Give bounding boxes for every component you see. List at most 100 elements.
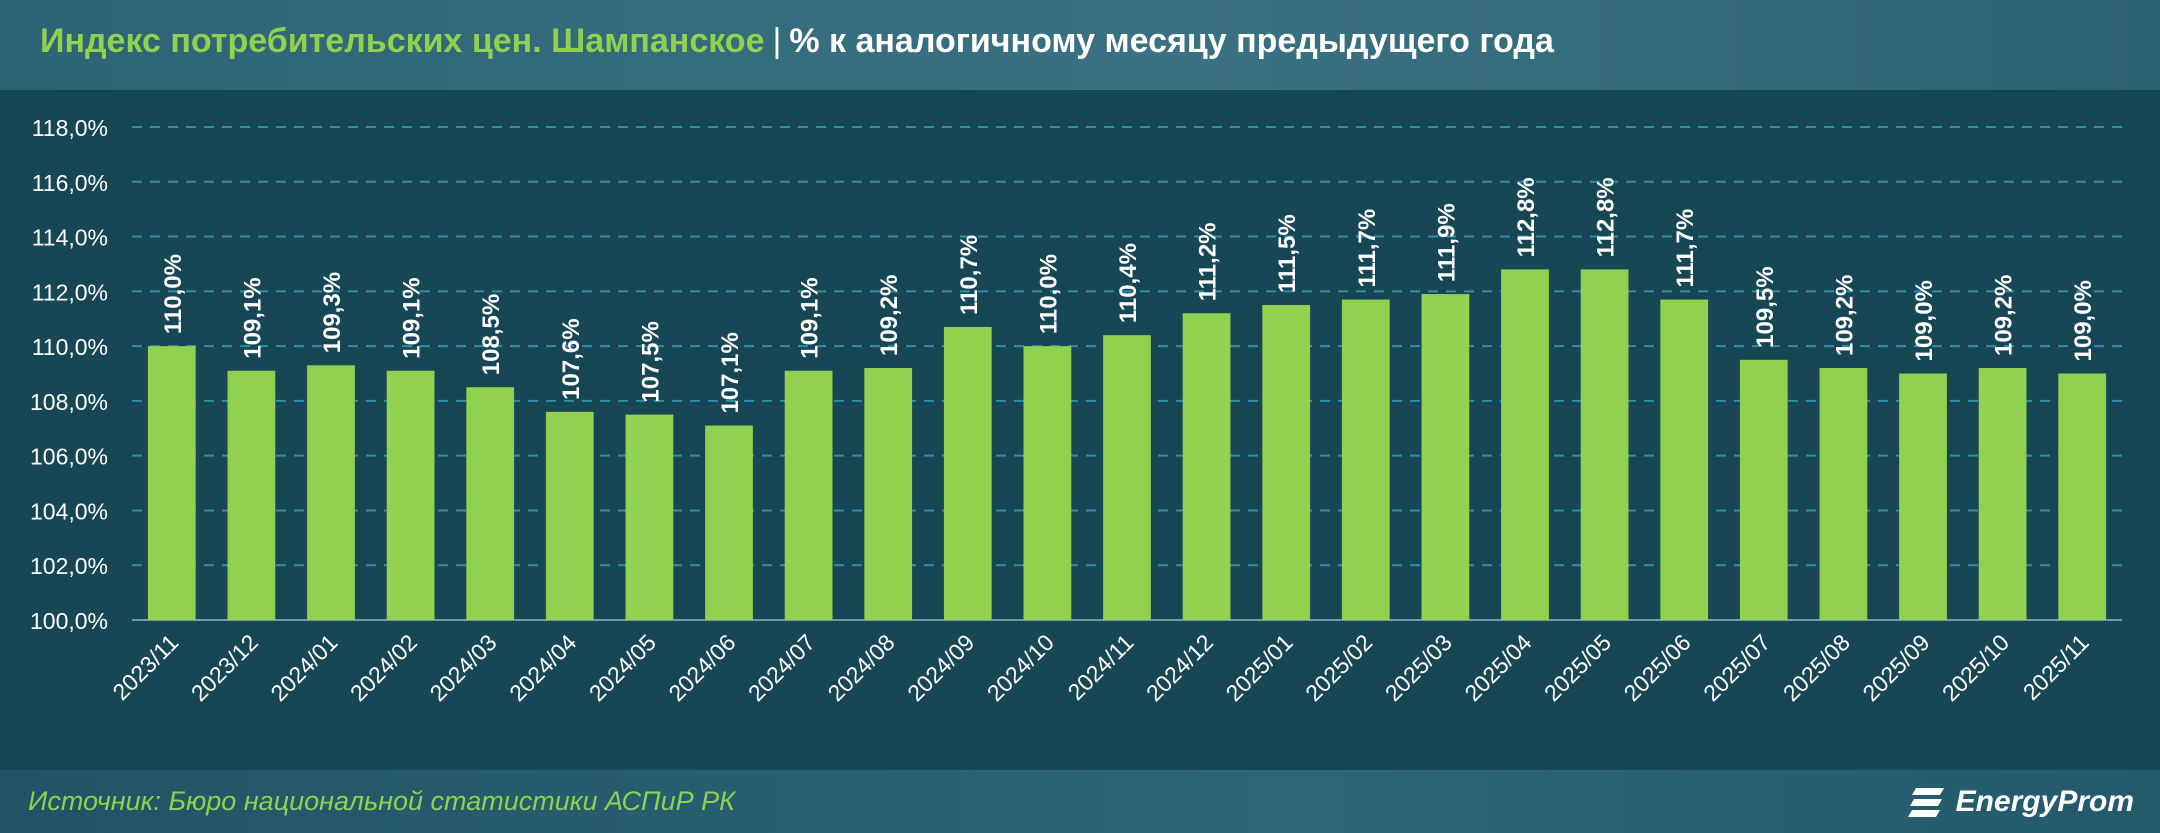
bar <box>1660 299 1709 620</box>
x-axis-ticks: 2023/11 2023/12 2024/01 2024/02 2024/03 2024/… <box>107 629 2093 706</box>
bar <box>2058 373 2107 620</box>
bar <box>705 425 753 620</box>
x-tick-label: 2024/02 <box>345 629 422 706</box>
plot-area: 100,0% 102,0% 104,0% 106,0% 108,0% 110,0% 112,… <box>0 90 2160 770</box>
bar <box>1421 294 1470 620</box>
x-tick-label: 2024/10 <box>982 629 1059 706</box>
bar <box>1262 305 1311 620</box>
data-label: 107,6% <box>558 318 585 399</box>
bar <box>1023 346 1072 620</box>
data-label: 109,2% <box>876 275 903 356</box>
data-label: 111,5% <box>1274 214 1301 293</box>
data-label: 112,8% <box>1513 177 1540 257</box>
bar <box>227 370 276 620</box>
x-tick-label: 2024/09 <box>902 629 979 706</box>
data-label: 110,7% <box>956 235 983 315</box>
y-tick-label: 116,0% <box>32 170 108 196</box>
title-main: Индекс потребительских цен. Шампанское <box>40 22 765 60</box>
x-tick-label: 2025/11 <box>2018 629 2094 705</box>
y-tick-label: 118,0% <box>32 115 108 141</box>
bar <box>307 365 355 620</box>
y-axis-ticks: 100,0% 102,0% 104,0% 106,0% 108,0% 110,0% 112,… <box>30 115 108 634</box>
bar <box>1341 299 1390 620</box>
bar <box>1501 269 1549 620</box>
energyprom-logo-icon <box>1907 788 1944 817</box>
data-label: 110,4% <box>1115 243 1142 323</box>
x-tick-label: 2025/02 <box>1300 629 1377 706</box>
x-tick-label: 2025/01 <box>1221 629 1298 706</box>
bar <box>545 411 594 620</box>
bar <box>864 368 913 620</box>
y-tick-label: 106,0% <box>30 444 108 470</box>
bar <box>1580 269 1629 620</box>
data-label: 107,1% <box>717 332 744 413</box>
x-tick-label: 2025/09 <box>1857 629 1934 706</box>
x-tick-label: 2024/01 <box>265 629 342 706</box>
x-tick-label: 2024/07 <box>743 629 820 706</box>
bar <box>625 414 674 620</box>
x-tick-label: 2024/06 <box>663 629 740 706</box>
data-label: 110,0% <box>1035 254 1062 334</box>
x-tick-label: 2025/04 <box>1459 629 1536 706</box>
title-subtitle: % к аналогичному месяцу предыдущего года <box>789 22 1554 60</box>
bar <box>466 387 515 620</box>
bar <box>386 370 435 620</box>
data-label: 111,9% <box>1433 203 1460 282</box>
x-tick-label: 2024/11 <box>1063 629 1139 705</box>
bar <box>1182 313 1231 620</box>
bar <box>1978 368 2027 620</box>
y-tick-label: 112,0% <box>32 279 108 305</box>
x-tick-label: 2025/07 <box>1698 629 1775 706</box>
data-label: 109,0% <box>1911 280 1938 361</box>
x-tick-label: 2023/11 <box>107 629 183 705</box>
header-bar: Индекс потребительских цен. Шампанское |%… <box>0 0 2160 90</box>
bars <box>147 269 2107 620</box>
bar <box>1899 373 1947 620</box>
data-labels: 110,0% 109,1% 109,3% 109,1% 108,5% 107,6% 107,… <box>160 177 2097 413</box>
data-label: 112,8% <box>1593 177 1620 257</box>
data-label: 109,2% <box>1831 275 1858 356</box>
bar-chart: 100,0% 102,0% 104,0% 106,0% 108,0% 110,0% 112,… <box>30 115 2122 706</box>
data-label: 107,5% <box>637 321 664 402</box>
x-tick-label: 2025/03 <box>1380 629 1457 706</box>
x-tick-label: 2025/10 <box>1937 629 2014 706</box>
x-tick-label: 2024/05 <box>584 629 661 706</box>
data-label: 110,0% <box>160 254 187 334</box>
bar <box>1103 335 1151 620</box>
data-label: 108,5% <box>478 294 505 375</box>
y-tick-label: 114,0% <box>32 225 108 251</box>
x-tick-label: 2024/03 <box>425 629 502 706</box>
bar <box>1739 359 1788 620</box>
data-label: 111,7% <box>1672 209 1699 288</box>
logo-text: EnergyProm <box>1955 785 2134 818</box>
x-tick-label: 2025/08 <box>1778 629 1855 706</box>
y-tick-label: 100,0% <box>30 608 108 634</box>
y-tick-label: 104,0% <box>30 498 108 524</box>
data-label: 109,2% <box>1991 275 2018 356</box>
chart-title: Индекс потребительских цен. Шампанское |%… <box>40 22 1554 61</box>
y-tick-label: 102,0% <box>30 553 108 579</box>
x-tick-label: 2025/06 <box>1619 629 1696 706</box>
bar <box>943 326 992 620</box>
data-label: 109,1% <box>797 277 824 358</box>
source-note: Источник: Бюро национальной статистики А… <box>28 786 736 816</box>
data-label: 111,2% <box>1195 222 1222 301</box>
y-tick-label: 110,0% <box>32 334 108 360</box>
data-label: 109,5% <box>1752 266 1779 347</box>
footer-bar: Источник: Бюро национальной статистики А… <box>0 770 2160 833</box>
title-separator: | <box>772 22 782 60</box>
data-label: 111,7% <box>1354 209 1381 288</box>
x-tick-label: 2024/08 <box>823 629 900 706</box>
x-tick-label: 2023/12 <box>186 629 263 706</box>
data-label: 109,1% <box>239 277 266 358</box>
x-tick-label: 2024/04 <box>504 629 581 706</box>
x-tick-label: 2024/12 <box>1141 629 1218 706</box>
bar <box>147 346 196 620</box>
data-label: 109,0% <box>2070 280 2097 361</box>
logo: EnergyProm <box>1907 780 2134 824</box>
data-label: 109,1% <box>399 277 426 358</box>
bar <box>1819 368 1868 620</box>
x-tick-label: 2025/05 <box>1539 629 1616 706</box>
bar <box>784 370 833 620</box>
